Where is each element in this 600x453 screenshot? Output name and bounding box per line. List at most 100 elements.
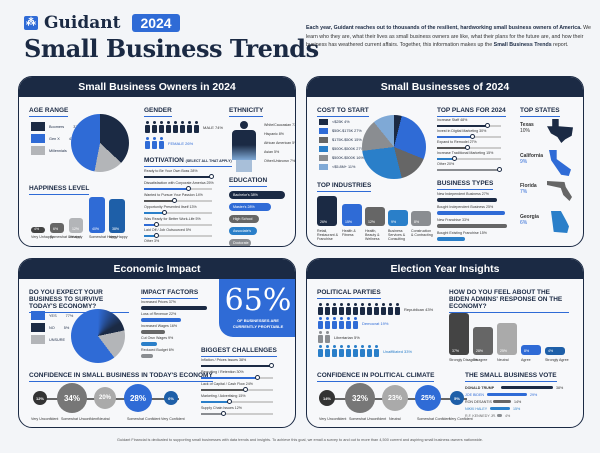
person-icon [144,121,150,133]
panel-owners: Small Business Owners in 2024 AGE RANGE … [18,76,296,247]
state-value: 7% [520,189,528,195]
biden-bar: 28% [473,327,493,355]
vote-value: 29% [530,393,538,397]
confidence-circle: 12% [33,391,47,405]
vote-value: 38% [556,386,564,390]
impact-bar [141,354,153,358]
legend-item: $175K-$50K 15% [319,137,362,143]
industry-bar: 26% [317,196,337,226]
industry-bar: 8% [411,211,431,226]
btypes-heading: BUSINESS TYPES [437,180,494,190]
industry-bar: 9% [388,210,408,226]
vote-bar [493,400,511,403]
confidence-political-heading: CONFIDENCE IN POLITICAL CLIMATE [317,372,435,382]
industry-bar: 15% [342,204,362,226]
biden-bar: 25% [497,323,517,355]
profitable-caption: OF BUSINESSES ARE CURRENTLY PROFITABLE [232,318,284,329]
industry-bar: 12% [365,207,385,226]
impact-label: Cut Own Wages 9% [141,336,174,340]
brand: ⁂ Guidant 2024 [24,13,180,33]
challenges-heading: BIGGEST CHALLENGES [201,347,277,357]
male-icons: MALE 74% [144,121,223,133]
circle-label: Very Confident [449,417,473,421]
confidence-circle: 25% [415,385,441,411]
vote-bar [497,414,502,417]
education-heading: EDUCATION [229,177,268,187]
panel-economic: Economic Impact DO YOU EXPECT YOUR BUSIN… [18,258,296,428]
happiness-bar: 38% [109,199,125,233]
panel-election: Election Year Insights POLITICAL PARTIES… [306,258,584,428]
legend-item: $500K-$500K 16% [319,155,364,161]
circle-label: Somewhat Unconfident [349,417,387,421]
candidate-label: RON DESANTIS [465,400,492,404]
impact-label: Loss of Revenue 22% [141,312,177,316]
bar-label: Strongly Disagree [449,358,478,362]
biden-bar: 37% [449,313,469,355]
vote-value: 15% [513,407,521,411]
state-value: 6% [520,220,528,226]
states-heading: TOP STATES [520,107,560,117]
bar-label: Business Services & Consulting [388,229,406,241]
guidant-logo-icon: ⁂ [24,16,38,30]
bar-label: Somewhat Unhappy [50,235,83,239]
legend-item: <$5.8M+ 11% [319,164,355,170]
industries-heading: TOP INDUSTRIES [317,182,372,192]
impact-bar [141,318,181,322]
bar-label: Somewhat Happy [89,235,118,239]
happiness-heading: HAPPINESS LEVEL [29,185,90,195]
person-icon [179,121,185,133]
republican-icons: Republican 43% [317,303,433,315]
legend-item: <$25K 4% [319,119,350,125]
age-range-heading: AGE RANGE [29,107,69,117]
confidence-circle: 5% [450,391,464,405]
biden-bar: 8% [521,345,541,355]
plans-heading: TOP PLANS FOR 2024 [437,107,506,117]
panel-title: Small Business Owners in 2024 [19,77,295,97]
btype-label: New Franchise 33% [437,218,470,222]
impact-bar [141,342,157,346]
parties-heading: POLITICAL PARTIES [317,289,381,299]
gender-heading: GENDER [144,107,172,117]
texas-map-icon [547,119,573,143]
person-icon [186,121,192,133]
legend-item: NO 5% [31,323,69,332]
confidence-circle: 23% [382,385,408,411]
motivation-heading: MOTIVATION (SELECT ALL THAT APPLY) [144,157,232,167]
person-silhouette-icon [232,121,256,172]
impact-bar [141,306,207,310]
impact-heading: IMPACT FACTORS [141,289,199,299]
confidence-circle: 20% [94,387,116,409]
panel-title: Economic Impact [19,259,295,279]
btype-bar [437,224,507,228]
state-name: Georgia [520,214,539,220]
happiness-bar: 4% [31,227,45,233]
education-bar: Associate's 14% [229,227,257,241]
circle-label: Very Confident [161,417,185,421]
vote-bar [487,393,527,396]
btype-bar [437,198,497,202]
vote-value: 14% [514,400,522,404]
profitable-percent: 65% [224,283,292,318]
circle-label: Neutral [389,417,401,421]
circle-label: Somewhat Confident [127,417,161,421]
btype-label: New Independent Business 27% [437,192,489,196]
bar-label: Construction & Contracting [411,229,433,237]
bar-label: Neutral [69,235,81,239]
person-icon [172,121,178,133]
circle-label: Neutral [98,417,110,421]
bar-label: Agree [521,358,531,362]
circle-label: Somewhat Confident [417,417,451,421]
impact-label: Reduced Budget 6% [141,348,174,352]
legend-item: $500K-$500K 27% [319,146,364,152]
footer-text: Guidant Financial is dedicated to suppor… [117,438,483,442]
impact-label: Increased Wages 16% [141,324,178,328]
state-name: Florida [520,183,537,189]
female-icons: FEMALE 26% [144,137,193,149]
panel-businesses: Small Businesses of 2024 COST TO START <… [306,76,584,247]
btype-label: Bought Independent Business 25% [437,205,494,209]
education-bar: Doctorate 11% [229,239,251,246]
bar-label: Very Happy [109,235,128,239]
unaffiliated-icons: Unaffiliated 33% [317,345,412,357]
democrat-icons: Democrat 19% [317,317,388,329]
state-value: 9% [520,159,528,165]
